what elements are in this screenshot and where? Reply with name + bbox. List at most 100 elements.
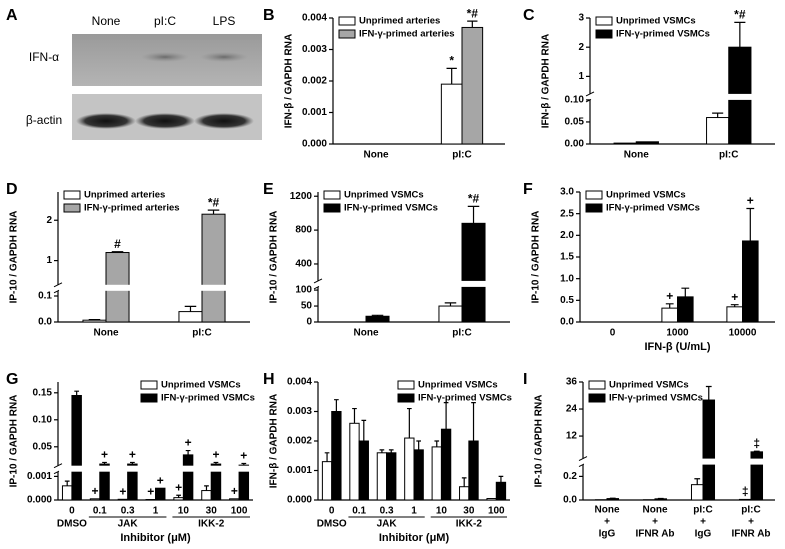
bar — [331, 411, 342, 501]
y-tick-label: 0.0 — [38, 317, 52, 328]
bar — [742, 240, 759, 323]
x-tick-label: None — [624, 150, 649, 161]
error-bar — [467, 205, 480, 224]
error-bar — [88, 319, 101, 321]
axis-break — [53, 463, 63, 469]
y-tick-label: 0.05 — [33, 441, 53, 452]
bar — [461, 222, 486, 323]
x-tick-label: 1 — [411, 506, 417, 517]
y-tick-label: 0.000 — [302, 139, 327, 150]
blot-band — [141, 52, 189, 62]
panel-letter: B — [263, 7, 275, 24]
legend-swatch — [397, 380, 415, 390]
bar — [173, 497, 184, 501]
significance-mark: # — [114, 237, 121, 251]
row-label: IFN-α — [29, 50, 59, 64]
x-tick-label: + — [652, 517, 658, 528]
error-bar — [213, 461, 219, 465]
y-tick-label: 1200 — [290, 191, 313, 202]
bar — [440, 83, 463, 145]
error-bar — [471, 402, 476, 441]
y-tick-label: 1 — [46, 255, 52, 266]
x-tick-label: pI:C — [192, 328, 211, 339]
axis-break — [53, 282, 63, 288]
legend-label: IFN-γ-primed VSMCs — [161, 393, 255, 404]
legend-label: Unprimed VSMCs — [344, 190, 424, 201]
x-tick-label: pI:C — [452, 328, 471, 339]
error-bar — [681, 287, 690, 297]
y-axis-label: IFN-β / GAPDH RNA — [284, 34, 295, 128]
panel-letter: H — [263, 371, 275, 388]
x-tick-label: 30 — [463, 506, 475, 517]
lane-label: LPS — [213, 14, 236, 28]
x-tick-label: + — [604, 517, 610, 528]
y-tick-label: 2.0 — [560, 230, 574, 241]
x-tick-label: 0.1 — [93, 506, 107, 517]
legend-label: IFN-γ-primed VSMCs — [606, 203, 700, 214]
error-bar — [416, 440, 421, 450]
error-bar — [753, 450, 760, 452]
panel-letter: F — [523, 181, 533, 198]
lane-label: pI:C — [154, 14, 176, 28]
significance-mark: + — [175, 480, 182, 494]
significance-mark: * — [449, 54, 454, 68]
legend-swatch — [397, 393, 415, 403]
legend-swatch — [63, 203, 81, 213]
bar — [690, 484, 704, 501]
error-bar — [446, 67, 457, 85]
legend-label: IFN-γ-primed VSMCs — [418, 393, 512, 404]
significance-mark: *# — [468, 192, 480, 206]
group-label: DMSO — [317, 519, 347, 530]
y-tick-label: 0.002 — [287, 436, 312, 447]
y-axis-label: IP-10 / GAPDH RNA — [269, 211, 280, 304]
break-gap — [319, 280, 511, 287]
x-tick-label: IgG — [695, 529, 712, 540]
error-bar — [694, 478, 701, 485]
bar — [201, 213, 226, 323]
error-bar — [176, 494, 181, 498]
bar — [61, 485, 73, 501]
y-tick-label: 0.004 — [302, 13, 327, 24]
error-bar — [705, 385, 712, 401]
error-bar — [730, 304, 739, 307]
x-tick-label: 1 — [153, 506, 159, 517]
bar — [358, 440, 369, 501]
error-bar — [665, 303, 674, 309]
y-tick-label: 0.15 — [33, 387, 53, 398]
bar — [413, 449, 424, 501]
legend-swatch — [323, 203, 341, 213]
y-tick-label: 0.10 — [33, 414, 53, 425]
y-axis-label: IP-10 / GAPDH RNA — [9, 395, 20, 488]
x-axis-label: Inhibitor (μM) — [379, 532, 450, 544]
y-axis-label: IP-10 / GAPDH RNA — [9, 211, 20, 304]
y-tick-label: 0.001 — [302, 107, 327, 118]
bar — [201, 490, 212, 501]
legend-label: IFN-γ-primed arteries — [359, 29, 455, 40]
bar — [635, 141, 659, 145]
error-bar — [467, 20, 478, 28]
significance-mark: + — [212, 448, 219, 462]
significance-mark: + — [119, 484, 126, 498]
legend-label: Unprimed arteries — [84, 190, 165, 201]
significance-mark: + — [747, 194, 754, 208]
error-bar — [74, 390, 80, 396]
y-tick-label: 0.10 — [565, 95, 585, 106]
legend-label: Unprimed VSMCs — [161, 380, 241, 391]
x-tick-label: IgG — [599, 529, 616, 540]
break-gap — [59, 284, 251, 291]
x-tick-label: 1000 — [666, 328, 689, 339]
group-label: IKK-2 — [456, 519, 483, 530]
y-tick-label: 2 — [46, 215, 52, 226]
panel-letter: A — [6, 7, 18, 24]
x-tick-label: 0.3 — [121, 506, 135, 517]
significance-mark: ‡ — [742, 485, 749, 499]
x-tick-label: 0.1 — [352, 506, 366, 517]
x-tick-label: 100 — [231, 506, 248, 517]
y-tick-label: 3.0 — [560, 187, 574, 198]
y-tick-label: 2.5 — [560, 208, 574, 219]
error-bar — [185, 449, 191, 455]
y-tick-label: 0.001 — [287, 465, 312, 476]
error-bar — [498, 475, 504, 483]
significance-mark: + — [129, 448, 136, 462]
x-tick-label: 10 — [178, 506, 190, 517]
